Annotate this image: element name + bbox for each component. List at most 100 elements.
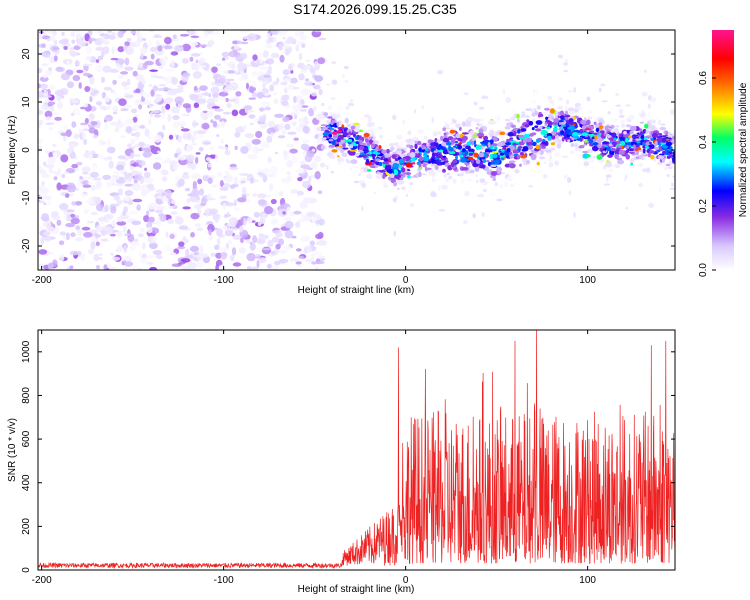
spectrogram-noise-blob xyxy=(90,211,98,216)
spectrogram-signal-blob xyxy=(384,165,392,171)
spectrogram-noise-blob xyxy=(154,114,161,118)
spectrogram-signal-blob xyxy=(498,150,502,153)
spectrogram-signal-blob xyxy=(379,161,383,167)
spectrogram-noise-blob xyxy=(144,60,154,66)
spectrogram-noise-blob xyxy=(94,64,103,73)
spectrogram-noise-blob xyxy=(117,216,123,223)
spectrogram-signal-blob xyxy=(614,153,619,160)
spectrogram-signal-blob xyxy=(583,117,587,121)
spectrogram-haze-blob xyxy=(601,100,608,103)
spectrogram-signal-blob xyxy=(389,173,396,178)
spectrogram-noise-blob xyxy=(216,238,221,246)
spectrogram-signal-blob xyxy=(340,148,344,154)
spectrogram-signal-blob xyxy=(398,140,404,146)
spectrogram-signal-blob xyxy=(550,108,555,114)
spectrogram-haze-blob xyxy=(565,99,570,105)
snr-ytick-label: 200 xyxy=(21,518,32,535)
spectrogram-noise-blob xyxy=(300,99,305,105)
spectrogram-signal-blob xyxy=(532,101,537,104)
spectrogram-noise-blob xyxy=(127,200,134,206)
spectrogram-signal-blob xyxy=(341,152,348,158)
spectrogram-haze-blob xyxy=(598,87,602,93)
spectrogram-signal-blob xyxy=(391,154,397,159)
spectrogram-noise-blob xyxy=(89,96,93,103)
spectrogram-noise-blob xyxy=(193,102,200,109)
spectrogram-haze-blob xyxy=(436,70,444,75)
spectrogram-noise-blob xyxy=(47,38,51,42)
spectrogram-haze-blob xyxy=(330,97,336,100)
spectrogram-noise-blob xyxy=(279,54,285,63)
spectrogram-noise-blob xyxy=(252,54,258,61)
colorbar-gradient xyxy=(712,30,734,270)
spectrogram-signal-blob xyxy=(416,140,422,146)
spectrogram-noise-blob xyxy=(204,230,209,234)
spectrogram-noise-blob xyxy=(178,178,185,187)
spectrogram-signal-blob xyxy=(331,149,338,153)
spectrogram-noise-blob xyxy=(220,138,225,144)
spectrogram-noise-blob xyxy=(71,144,76,148)
spectrogram-signal-blob xyxy=(336,146,342,151)
spectrogram-noise-blob xyxy=(192,130,198,136)
spectrogram-signal-blob xyxy=(371,144,375,149)
spectrogram-noise-blob xyxy=(155,40,161,47)
spectrogram-signal-blob xyxy=(583,143,587,146)
spectrogram-haze-blob xyxy=(509,117,514,120)
spectrogram-noise-blob xyxy=(211,184,218,188)
spectrogram-haze-blob xyxy=(438,185,441,191)
spectrogram-noise-blob xyxy=(181,43,191,52)
spectrogram-noise-blob xyxy=(69,250,80,256)
spectrogram-noise-blob xyxy=(138,62,143,69)
spectrogram-signal-blob xyxy=(500,149,504,152)
spectrogram-noise-blob xyxy=(106,146,116,154)
spectrogram-noise-blob xyxy=(73,133,80,140)
colorbar-tick-label: 0.0 xyxy=(698,263,709,277)
spectrogram-noise-blob xyxy=(149,266,158,270)
spectrogram-haze-blob xyxy=(392,197,397,203)
spectrogram-noise-blob xyxy=(66,81,75,89)
spectrogram-signal-blob xyxy=(369,139,373,145)
colorbar: 0.0 0.2 0.4 0.6 Normalized spectral amplitu… xyxy=(698,30,749,277)
spectrogram-signal-blob xyxy=(459,155,464,158)
spectrogram-signal-blob xyxy=(406,142,414,145)
spectrogram-signal-blob xyxy=(455,155,458,160)
spectrogram-signal-blob xyxy=(506,138,510,144)
spectrogram-haze-blob xyxy=(344,65,349,70)
spectrogram-noise-blob xyxy=(130,132,137,137)
spectrogram-signal-blob xyxy=(340,160,345,163)
spectrogram-signal-blob xyxy=(579,128,584,133)
spectrogram-signal-blob xyxy=(620,120,626,123)
spectrogram-haze-blob xyxy=(344,79,349,84)
spectrogram-noise-blob xyxy=(203,31,208,38)
spectrogram-signal-blob xyxy=(372,154,375,160)
spectrogram-signal-blob xyxy=(473,152,479,158)
spectrogram-noise-blob xyxy=(265,173,276,178)
spectrogram-signal-blob xyxy=(566,133,571,138)
spectrogram-noise-blob xyxy=(102,65,112,73)
spectrogram-noise-blob xyxy=(178,155,187,161)
spectrogram-noise-blob xyxy=(282,245,291,251)
spectrogram-noise-blob xyxy=(228,98,237,102)
spectrogram-noise-blob xyxy=(282,69,290,76)
spectrogram-noise-blob xyxy=(200,253,209,258)
spectrogram-haze-blob xyxy=(621,123,626,128)
spectrogram-noise-blob xyxy=(261,167,270,175)
spectrogram-signal-blob xyxy=(394,158,399,162)
spectrogram-noise-blob xyxy=(70,100,80,103)
spectrogram-noise-blob xyxy=(38,119,44,126)
spectrogram-signal-blob xyxy=(504,181,508,187)
spectrogram-noise-blob xyxy=(233,96,240,105)
spectrogram-signal-blob xyxy=(444,173,447,178)
spectrogram-noise-blob xyxy=(269,84,275,92)
spectrogram-signal-blob xyxy=(408,159,412,163)
spectrogram-noise-blob xyxy=(38,200,46,204)
spectrogram-signal-blob xyxy=(430,174,436,177)
spectrogram-signal-blob xyxy=(544,122,548,125)
spectrogram-signal-blob xyxy=(438,159,442,162)
spectrogram-noise-blob xyxy=(244,133,255,139)
spectrogram-signal-blob xyxy=(363,132,370,138)
spectrogram-signal-blob xyxy=(431,158,435,163)
spectrogram-signal-blob xyxy=(503,150,510,156)
spectrogram-noise-blob xyxy=(249,242,256,251)
spectrogram-noise-blob xyxy=(154,76,163,79)
